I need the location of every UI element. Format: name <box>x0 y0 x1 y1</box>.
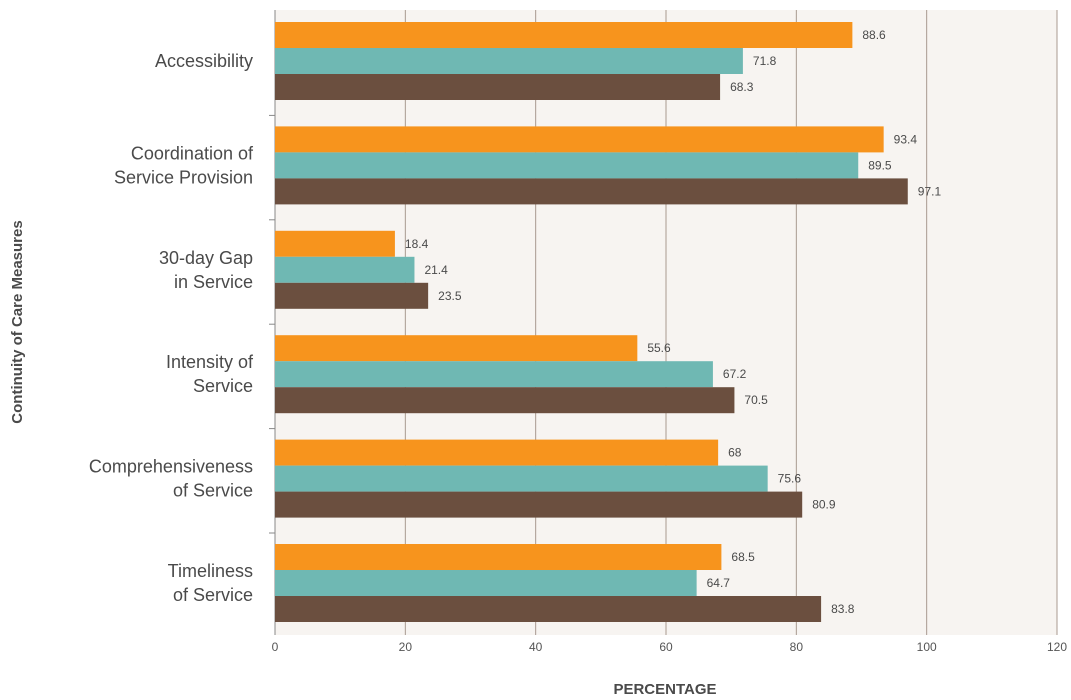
bar <box>275 126 884 153</box>
x-tick-label: 0 <box>272 640 279 654</box>
category-label: of Service <box>173 481 253 501</box>
x-tick-label: 120 <box>1047 640 1067 654</box>
category-label: in Service <box>174 272 253 292</box>
value-label: 80.9 <box>812 498 836 512</box>
y-axis-title: Continuity of Care Measures <box>9 220 26 423</box>
bar <box>275 361 713 388</box>
value-label: 21.4 <box>424 263 448 277</box>
category-label: Timeliness <box>168 561 253 581</box>
bar <box>275 439 719 466</box>
category-label: of Service <box>173 585 253 605</box>
value-label: 68.5 <box>731 550 755 564</box>
category-label: 30-day Gap <box>159 248 253 268</box>
bar <box>275 152 859 179</box>
bar <box>275 256 415 283</box>
x-tick-labels: 0 20 40 60 80 100 120 <box>272 640 1068 654</box>
x-axis-title: PERCENTAGE <box>613 681 716 698</box>
category-label: Coordination of <box>131 143 254 163</box>
category-labels: Accessibility Coordination of Service Prov… <box>89 51 254 605</box>
value-label: 89.5 <box>868 158 892 172</box>
x-tick-label: 40 <box>529 640 543 654</box>
value-label: 67.2 <box>723 367 747 381</box>
value-label: 55.6 <box>647 341 671 355</box>
category-label: Comprehensiveness <box>89 457 253 477</box>
category-tick-marks <box>269 114 275 534</box>
bars <box>275 22 908 622</box>
category-label: Accessibility <box>155 51 253 71</box>
bar <box>275 74 721 100</box>
value-labels: 88.6 71.8 68.3 93.489.5 97.1 18.4 21.4 23.5 55.6… <box>405 28 942 616</box>
gridlines <box>274 10 1058 635</box>
value-label: 83.8 <box>831 602 855 616</box>
x-tick-label: 100 <box>917 640 937 654</box>
bar <box>275 465 768 492</box>
bar <box>275 48 743 74</box>
bar <box>275 596 822 622</box>
value-label: 68 <box>728 446 742 460</box>
bar <box>275 282 429 309</box>
x-tick-label: 20 <box>399 640 413 654</box>
category-label: Service <box>193 376 253 396</box>
value-label: 68.3 <box>730 80 754 94</box>
bar <box>275 387 735 414</box>
bar <box>275 335 638 362</box>
value-label: 75.6 <box>778 472 802 486</box>
value-label: 70.5 <box>744 393 768 407</box>
bar <box>275 22 853 48</box>
category-label: Service Provision <box>114 167 253 187</box>
value-label: 64.7 <box>707 576 731 590</box>
category-label: Intensity of <box>166 352 254 372</box>
x-tick-label: 80 <box>790 640 804 654</box>
bar <box>275 230 395 257</box>
value-label: 23.5 <box>438 289 462 303</box>
value-label: 88.6 <box>862 28 886 42</box>
bar <box>275 491 803 518</box>
bar <box>275 570 697 596</box>
value-label: 93.4 <box>894 132 918 146</box>
value-label: 18.4 <box>405 237 429 251</box>
x-tick-label: 60 <box>659 640 673 654</box>
bar <box>275 544 722 570</box>
value-label: 71.8 <box>753 54 777 68</box>
bar <box>275 178 908 205</box>
value-label: 97.1 <box>918 184 942 198</box>
